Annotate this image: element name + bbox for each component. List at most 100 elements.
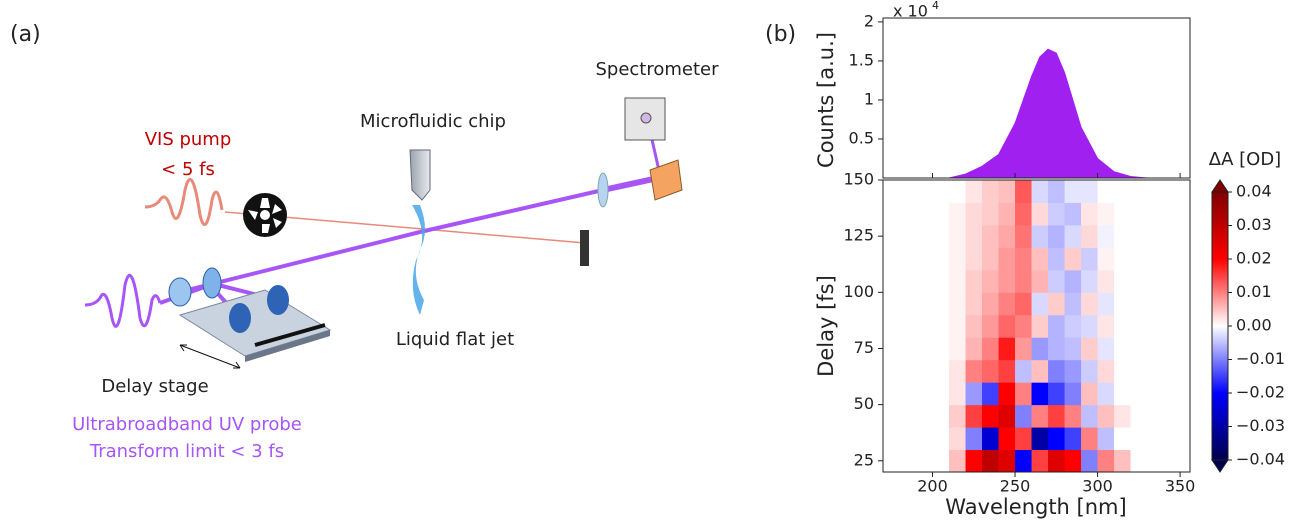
heatmap-cell <box>966 382 983 405</box>
heatmap-cell <box>1131 360 1148 383</box>
colorbar-tick-label: −0.02 <box>1236 383 1285 402</box>
y-tick-label: 25 <box>854 450 874 469</box>
heatmap-cell <box>949 270 966 293</box>
heatmap-cell <box>982 202 999 225</box>
heatmap-cell <box>1098 360 1115 383</box>
heatmap-cell <box>999 225 1016 248</box>
heatmap-cell <box>1065 427 1082 450</box>
heatmap-cell <box>982 225 999 248</box>
heatmap-cell <box>1015 270 1032 293</box>
x-tick-label: 200 <box>917 477 948 496</box>
heatmap-cell <box>1131 247 1148 270</box>
heatmap-cell <box>1081 180 1098 203</box>
heatmap-cell <box>1032 405 1049 428</box>
x-tick-label: 350 <box>1165 477 1196 496</box>
plot-clip <box>949 49 1147 178</box>
heatmap-cell <box>1065 405 1082 428</box>
heatmap-cell <box>1098 247 1115 270</box>
heatmap-cell <box>999 202 1016 225</box>
heatmap-cell <box>982 450 999 473</box>
heatmap-cell <box>982 315 999 338</box>
heatmap-cell <box>1048 270 1065 293</box>
heatmap-cell <box>1114 247 1131 270</box>
y-tick-label: 1 <box>864 89 874 108</box>
heatmap-cell <box>1032 180 1049 203</box>
heatmap-cell <box>1114 202 1131 225</box>
heatmap-cell <box>949 292 966 315</box>
heatmap-cell <box>1098 450 1115 473</box>
heatmap-cell <box>1114 405 1131 428</box>
heatmap-cell <box>982 427 999 450</box>
heatmap-cell <box>1081 315 1098 338</box>
heatmap-cell <box>1131 292 1148 315</box>
heatmap-cell <box>1098 427 1115 450</box>
heatmap-cell <box>1081 202 1098 225</box>
heatmap-cell <box>966 360 983 383</box>
heatmap-cell <box>1081 270 1098 293</box>
heatmap-cell <box>1131 337 1148 360</box>
heatmap-cell <box>1081 450 1098 473</box>
heatmap-cell <box>1098 225 1115 248</box>
colorbar <box>1212 192 1228 460</box>
heatmap-cell <box>1114 315 1131 338</box>
heatmap-cell <box>1131 225 1148 248</box>
y-tick-label: 50 <box>854 394 874 413</box>
heatmap-cell <box>1065 225 1082 248</box>
heatmap-cell <box>999 270 1016 293</box>
heatmap-cell <box>1114 180 1131 203</box>
heatmap-cell <box>1081 360 1098 383</box>
heatmap-cell <box>1081 405 1098 428</box>
heatmap-cell <box>982 247 999 270</box>
heatmap-cell <box>1114 270 1131 293</box>
colorbar-tick-label: 0.04 <box>1236 182 1272 201</box>
heatmap-cell <box>1048 427 1065 450</box>
heatmap-cell <box>1015 247 1032 270</box>
heatmap-cell <box>1015 292 1032 315</box>
y-axis-label: Delay [fs] <box>814 275 838 377</box>
probe-label: Ultrabroadband UV probe <box>72 414 302 435</box>
heatmap-cell <box>999 405 1016 428</box>
colorbar-tick-label: −0.03 <box>1236 416 1285 435</box>
heatmap-cell <box>1015 427 1032 450</box>
heatmap-cell <box>1065 292 1082 315</box>
heatmap-cell <box>1131 315 1148 338</box>
heatmap-cell <box>1048 382 1065 405</box>
y-tick-label: 75 <box>854 338 874 357</box>
heatmap-cell <box>1048 292 1065 315</box>
heatmap-cell <box>1065 180 1082 203</box>
colorbar-label: ΔA [OD] <box>1209 149 1281 170</box>
heatmap-cell <box>949 360 966 383</box>
heatmap-cell <box>1114 360 1131 383</box>
heatmap-cell <box>1081 382 1098 405</box>
heatmap-cell <box>982 405 999 428</box>
heatmap-cell <box>966 337 983 360</box>
heatmap-cell <box>1098 202 1115 225</box>
heatmap-cell <box>949 450 966 473</box>
heatmap-cell <box>1114 427 1131 450</box>
x-tick-label: 300 <box>1082 477 1113 496</box>
heatmap-cell <box>966 315 983 338</box>
colorbar-tick-label: −0.01 <box>1236 349 1285 368</box>
heatmap-cell <box>1032 382 1049 405</box>
heatmap-cell <box>1098 405 1115 428</box>
heatmap-cell <box>949 247 966 270</box>
heatmap-cell <box>1048 337 1065 360</box>
heatmap-cell <box>949 180 966 203</box>
heatmap-cell <box>949 225 966 248</box>
heatmap-cell <box>1131 270 1148 293</box>
heatmap-cell <box>999 360 1016 383</box>
heatmap-cell <box>949 315 966 338</box>
heatmap-cell <box>982 292 999 315</box>
heatmap-cell <box>999 247 1016 270</box>
heatmap-cell <box>1098 292 1115 315</box>
heatmap-cell <box>949 337 966 360</box>
y-tick-label: 150 <box>843 170 874 189</box>
heatmap-cell <box>1015 382 1032 405</box>
pump-label: VIS pump <box>145 129 232 150</box>
heatmap-cell <box>1032 292 1049 315</box>
heatmap-cell <box>999 450 1016 473</box>
heatmap-cell <box>1114 450 1131 473</box>
heatmap-cell <box>1081 225 1098 248</box>
heatmap-cell <box>1032 315 1049 338</box>
heatmap-cell <box>1131 180 1148 203</box>
